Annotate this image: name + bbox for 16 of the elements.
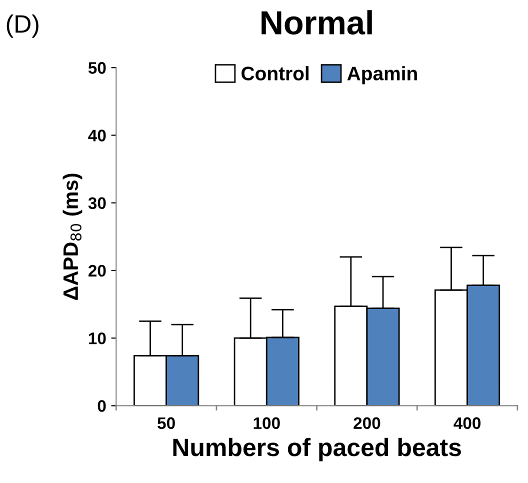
legend-label: Control <box>242 66 308 80</box>
text: (D) <box>6 14 38 38</box>
x-tick-label: 50 <box>158 417 175 430</box>
x-axis-title: Numbers of paced beats <box>173 438 461 462</box>
y-tick-label: 30 <box>88 197 106 210</box>
x-tick-label: 200 <box>354 417 380 430</box>
y-tick-label: 10 <box>88 332 106 344</box>
x-tick-label: 400 <box>454 417 480 430</box>
y-tick-label: 50 <box>88 62 106 74</box>
x-tick-label: 100 <box>254 417 280 430</box>
y-tick-label: 40 <box>88 130 106 142</box>
y-tick-label: 0 <box>98 400 106 412</box>
chart-title: Normal <box>262 10 372 35</box>
y-tick-label: 20 <box>88 264 106 277</box>
legend-label: Apamin <box>347 66 417 84</box>
y-axis-title: ΔAPD$_{80}$ (ms) <box>62 174 82 300</box>
